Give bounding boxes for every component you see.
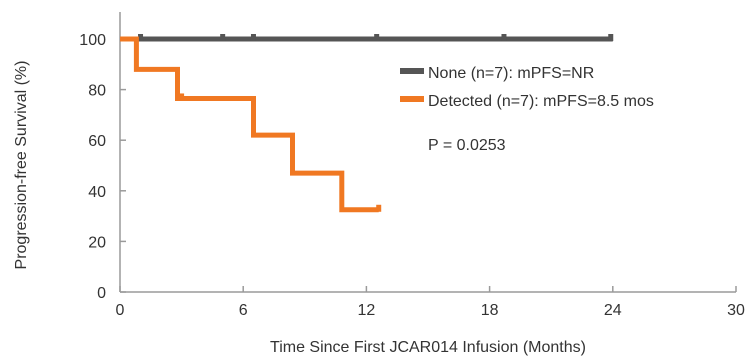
axes	[119, 12, 736, 293]
censor-mark	[138, 34, 144, 41]
x-tick-label: 30	[727, 302, 745, 319]
y-axis-title: Progression-free Survival (%)	[13, 61, 30, 270]
x-tick-label: 0	[116, 302, 125, 319]
censor-mark	[250, 34, 256, 41]
legend-label-1: None (n=7): mPFS=NR	[428, 65, 594, 82]
p-value-annotation: P = 0.0253	[428, 137, 506, 154]
censor-mark	[220, 34, 226, 41]
legend-label-2: Detected (n=7): mPFS=8.5 mos	[428, 93, 654, 110]
y-tick-label: 80	[88, 83, 106, 100]
y-tick-label: 0	[97, 285, 106, 302]
ticks: 0 6 12 18 24 30 0 20 40 60 80 100	[79, 32, 745, 319]
series-layer	[120, 34, 614, 213]
x-tick-label: 12	[358, 302, 376, 319]
y-tick-label: 40	[88, 184, 106, 201]
x-tick-label: 18	[481, 302, 499, 319]
legend-swatch-2	[400, 96, 424, 102]
y-tick-label: 100	[79, 32, 106, 49]
y-tick-label: 20	[88, 234, 106, 251]
x-tick-label: 24	[604, 302, 622, 319]
censor-mark	[608, 34, 614, 41]
censor-mark	[179, 93, 185, 101]
x-tick-label: 6	[239, 302, 248, 319]
y-tick-label: 60	[88, 133, 106, 150]
censor-mark	[501, 34, 507, 41]
series-line-2	[120, 36, 379, 213]
legend: None (n=7): mPFS=NR Detected (n=7): mPFS=…	[400, 65, 654, 110]
x-axis-title: Time Since First JCAR014 Infusion (Month…	[270, 339, 586, 356]
censor-mark	[374, 34, 380, 41]
censor-mark	[376, 204, 382, 212]
legend-swatch-1	[400, 68, 424, 74]
